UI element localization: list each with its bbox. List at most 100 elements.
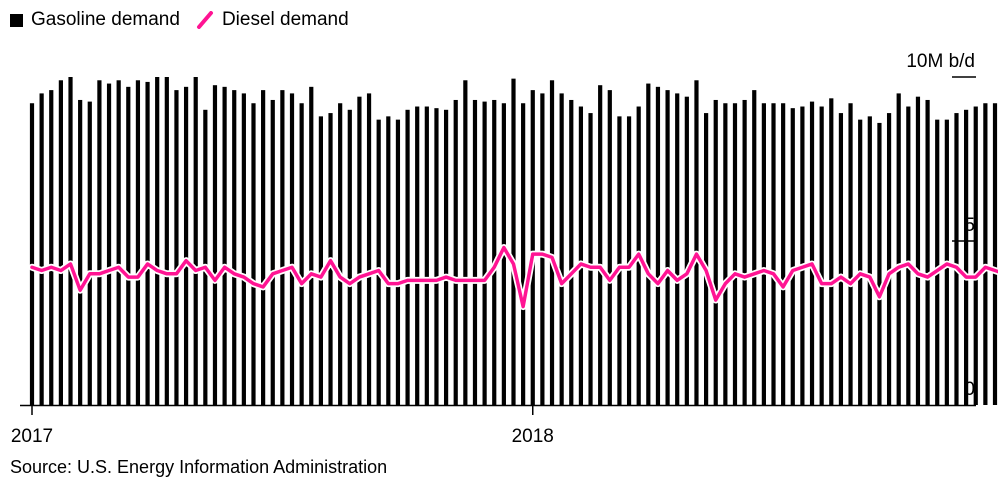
gasoline-bar <box>858 119 863 405</box>
gasoline-bar <box>973 106 978 406</box>
gasoline-bar <box>289 93 295 406</box>
gasoline-bar <box>675 93 680 406</box>
gasoline-bar <box>183 86 189 405</box>
gasoline-bar <box>203 109 208 406</box>
gasoline-bar <box>511 78 516 405</box>
gasoline-bar <box>790 108 795 405</box>
gasoline-bar <box>280 90 285 406</box>
gasoline-bar <box>261 90 266 406</box>
gasoline-bar <box>964 109 969 406</box>
legend: Gasoline demand Diesel demand <box>10 6 365 34</box>
gasoline-bar <box>752 90 757 406</box>
legend-item-diesel: Diesel demand <box>196 9 349 31</box>
diesel-line <box>30 245 998 309</box>
gasoline-bar <box>415 106 420 406</box>
gasoline-bar <box>655 86 661 405</box>
pink-slash-icon <box>196 11 213 29</box>
gasoline-bar <box>174 90 179 406</box>
gasoline-bar <box>742 99 747 406</box>
gasoline-bar <box>549 80 555 405</box>
gasoline-bar <box>106 83 112 405</box>
gasoline-bar <box>569 99 574 406</box>
gasoline-bar <box>578 106 584 406</box>
gasoline-bar <box>58 80 63 405</box>
gasoline-bar <box>212 85 218 405</box>
gasoline-bar <box>800 106 805 406</box>
legend-label-gasoline: Gasoline demand <box>31 9 180 30</box>
y-tick-label: 10M b/d <box>906 51 975 72</box>
gasoline-bar <box>39 93 44 406</box>
gasoline-bar <box>761 103 766 406</box>
gasoline-bar <box>819 106 824 406</box>
gasoline-bar <box>886 113 892 405</box>
gasoline-bar <box>232 90 237 406</box>
gasoline-bar <box>270 99 275 406</box>
gasoline-bar <box>665 90 670 406</box>
gasoline-bar <box>463 80 468 405</box>
x-tick-label: 2018 <box>512 426 554 447</box>
gasoline-bar <box>68 77 73 405</box>
gasoline-bar <box>347 109 352 406</box>
gasoline-bar <box>78 99 83 406</box>
gasoline-bar <box>704 113 709 405</box>
gasoline-bar <box>983 103 988 406</box>
gasoline-bar <box>829 98 834 405</box>
gasoline-bar <box>472 99 478 406</box>
gasoline-bar <box>155 77 160 405</box>
gasoline-bar <box>877 122 882 406</box>
gasoline-bar <box>318 116 323 406</box>
legend-item-gasoline: Gasoline demand <box>10 9 180 31</box>
gasoline-bar <box>482 101 487 405</box>
gasoline-bar <box>896 93 901 406</box>
gasoline-bar <box>453 99 458 406</box>
gasoline-bar <box>87 101 92 405</box>
gasoline-bar <box>492 99 497 406</box>
gasoline-bar <box>925 99 930 406</box>
gasoline-bar <box>299 103 304 406</box>
gasoline-bar <box>116 80 121 405</box>
gasoline-bar <box>867 116 872 406</box>
source-note: Source: U.S. Energy Information Administ… <box>10 457 388 477</box>
gasoline-bar <box>694 80 699 405</box>
gasoline-bar <box>781 103 786 406</box>
gasoline-bar <box>771 103 776 406</box>
gasoline-bar <box>838 113 844 405</box>
gasoline-bar <box>809 101 815 405</box>
gasoline-bar <box>145 81 150 406</box>
gasoline-bar <box>357 96 362 406</box>
gasoline-bar <box>29 103 35 406</box>
gasoline-bar <box>954 113 959 405</box>
gasoline-bar <box>126 86 131 405</box>
legend-label-diesel: Diesel demand <box>221 9 349 30</box>
gasoline-bar <box>713 99 718 406</box>
y-tick-label: 5 <box>964 215 975 236</box>
gasoline-bar <box>935 119 940 405</box>
gasoline-bar <box>97 80 102 405</box>
gasoline-bar <box>848 103 853 406</box>
gasoline-bar <box>684 96 689 406</box>
gasoline-bar <box>443 109 449 406</box>
gasoline-bar <box>732 103 738 406</box>
gasoline-bar <box>164 77 169 405</box>
gasoline-bar <box>405 109 410 406</box>
gasoline-bar <box>915 96 921 406</box>
gasoline-bar <box>607 90 612 406</box>
gasoline-bar <box>424 106 429 406</box>
gasoline-bar <box>241 93 246 406</box>
black-square-icon <box>10 13 23 27</box>
chart-plot: 20172018201910M b/d50 <box>11 51 998 447</box>
gasoline-bar <box>646 83 651 405</box>
gasoline-bar <box>723 103 728 406</box>
gasoline-bar <box>366 93 372 406</box>
gasoline-bar <box>598 85 603 405</box>
gasoline-bar <box>434 108 439 405</box>
gasoline-bar <box>530 90 535 406</box>
gasoline-bar <box>309 86 314 405</box>
gasoline-bar <box>49 90 54 406</box>
gasoline-bar <box>135 80 141 405</box>
gasoline-bar <box>386 116 391 406</box>
gasoline-bar <box>992 103 998 406</box>
gasoline-bar <box>588 113 593 405</box>
x-tick-label: 2017 <box>11 426 53 447</box>
y-tick-label: 0 <box>964 379 975 400</box>
